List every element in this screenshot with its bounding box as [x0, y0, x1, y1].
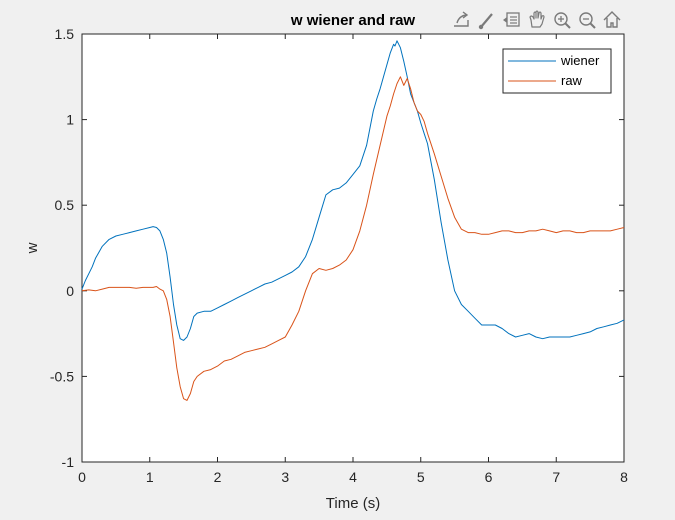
- x-tick-label: 0: [78, 469, 86, 485]
- legend-box: [502, 48, 612, 94]
- x-tick-label: 1: [146, 469, 154, 485]
- y-tick-label: 0: [66, 283, 74, 299]
- legend-label-raw: raw: [561, 73, 583, 88]
- zoom-out-icon[interactable]: [579, 12, 596, 29]
- y-tick-label: -1: [62, 454, 75, 470]
- pan-icon[interactable]: [529, 10, 545, 28]
- home-icon[interactable]: [603, 11, 621, 28]
- y-axis-label: w: [24, 242, 41, 254]
- legend[interactable]: wiener raw: [502, 48, 612, 94]
- axes-toolbar: [454, 10, 621, 30]
- zoom-in-icon[interactable]: [554, 12, 571, 29]
- y-tick-label: 1.5: [55, 26, 75, 42]
- x-tick-label: 3: [281, 469, 289, 485]
- x-axis-label: Time (s): [326, 495, 380, 512]
- axis-tick-labels: 0 1 2 3 4 5 6 7 8 -1 -0.5 0 0.5 1 1.5: [50, 26, 628, 485]
- axes-box: [81, 33, 625, 463]
- series-line-raw: [81, 76, 625, 401]
- x-tick-label: 8: [620, 469, 628, 485]
- x-tick-label: 5: [417, 469, 425, 485]
- plot-lines: [81, 40, 625, 401]
- brush-icon[interactable]: [478, 13, 493, 30]
- y-tick-label: 1: [66, 112, 74, 128]
- legend-label-wiener: wiener: [560, 53, 600, 68]
- y-tick-label: 0.5: [55, 197, 75, 213]
- axis-ticks: [81, 33, 625, 463]
- chart-title: w wiener and raw: [290, 12, 416, 29]
- data-tips-icon[interactable]: [503, 12, 520, 27]
- y-tick-label: -0.5: [50, 368, 74, 384]
- export-icon[interactable]: [454, 11, 469, 27]
- x-tick-label: 2: [214, 469, 222, 485]
- x-tick-label: 7: [552, 469, 560, 485]
- x-tick-label: 4: [349, 469, 357, 485]
- x-tick-label: 6: [485, 469, 493, 485]
- series-line-wiener: [81, 40, 625, 341]
